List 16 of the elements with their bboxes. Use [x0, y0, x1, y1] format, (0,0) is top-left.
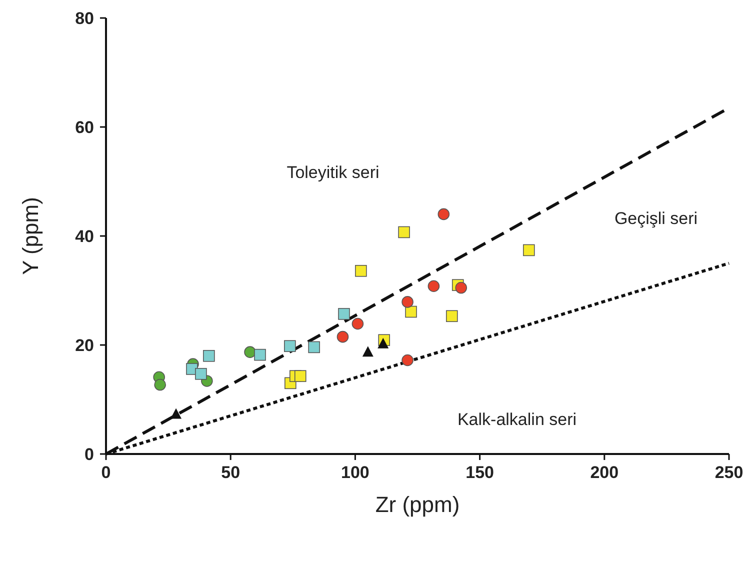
y-tick-label: 20 — [75, 336, 94, 355]
y-tick-label: 80 — [75, 9, 94, 28]
y-tick-label: 60 — [75, 118, 94, 137]
y-axis-title: Y (ppm) — [18, 197, 43, 275]
x-tick-label: 50 — [221, 463, 240, 482]
y-tick-label: 40 — [75, 227, 94, 246]
annotation: Toleyitik seri — [286, 163, 380, 182]
annotation: Geçişli seri — [614, 209, 698, 228]
x-tick-label: 150 — [466, 463, 494, 482]
x-tick-label: 0 — [101, 463, 111, 482]
x-tick-label: 200 — [590, 463, 619, 482]
x-tick-label: 250 — [714, 463, 744, 482]
annotation: Kalk-alkalin seri — [457, 410, 577, 429]
x-axis-title: Zr (ppm) — [375, 492, 460, 517]
y-tick-label: 0 — [84, 445, 94, 464]
x-tick-label: 100 — [341, 463, 370, 482]
